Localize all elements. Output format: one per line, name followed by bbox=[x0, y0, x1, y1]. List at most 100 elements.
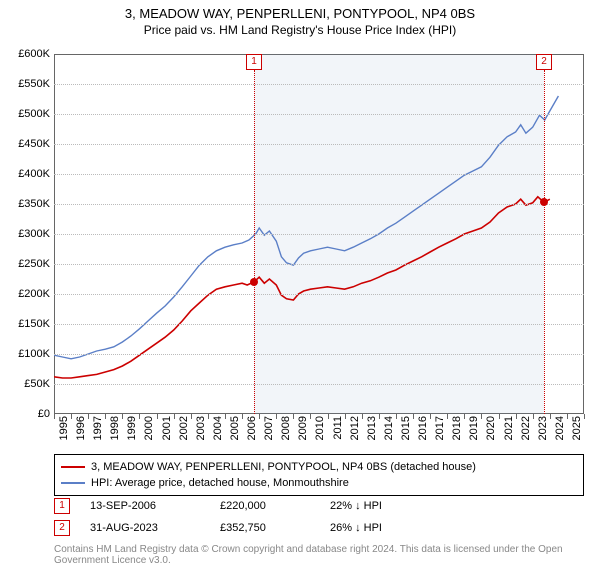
x-tick bbox=[139, 414, 140, 419]
x-tick bbox=[413, 414, 414, 419]
x-tick bbox=[379, 414, 380, 419]
x-axis-label: 2017 bbox=[434, 416, 446, 440]
x-axis-label: 2014 bbox=[383, 416, 395, 440]
x-axis-label: 2020 bbox=[485, 416, 497, 440]
chart-container: 3, MEADOW WAY, PENPERLLENI, PONTYPOOL, N… bbox=[0, 6, 600, 566]
plot-area: £0£50K£100K£150K£200K£250K£300K£350K£400… bbox=[54, 54, 584, 414]
x-tick bbox=[191, 414, 192, 419]
x-tick bbox=[464, 414, 465, 419]
x-axis-label: 2021 bbox=[503, 416, 515, 440]
x-axis-label: 1998 bbox=[109, 416, 121, 440]
x-axis-label: 1996 bbox=[75, 416, 87, 440]
footnote: Contains HM Land Registry data © Crown c… bbox=[54, 544, 600, 566]
legend-label: 3, MEADOW WAY, PENPERLLENI, PONTYPOOL, N… bbox=[91, 459, 476, 475]
marker-box: 1 bbox=[246, 54, 262, 70]
legend-swatch bbox=[61, 482, 85, 484]
annotation-row: 113-SEP-2006£220,00022% ↓ HPI bbox=[54, 498, 584, 514]
x-tick bbox=[71, 414, 72, 419]
legend-swatch bbox=[61, 466, 85, 468]
x-tick bbox=[54, 414, 55, 419]
x-axis-label: 2007 bbox=[263, 416, 275, 440]
gridline bbox=[54, 324, 584, 325]
x-axis-label: 2016 bbox=[417, 416, 429, 440]
series-price bbox=[54, 197, 550, 378]
y-axis-label: £0 bbox=[38, 408, 50, 420]
y-axis-label: £200K bbox=[18, 288, 50, 300]
x-tick bbox=[174, 414, 175, 419]
y-axis-label: £500K bbox=[18, 108, 50, 120]
x-tick bbox=[447, 414, 448, 419]
y-axis-label: £400K bbox=[18, 168, 50, 180]
gridline bbox=[54, 204, 584, 205]
gridline bbox=[54, 384, 584, 385]
legend-box: 3, MEADOW WAY, PENPERLLENI, PONTYPOOL, N… bbox=[54, 454, 584, 496]
gridline bbox=[54, 264, 584, 265]
x-tick bbox=[396, 414, 397, 419]
annotation-date: 13-SEP-2006 bbox=[90, 500, 220, 512]
x-axis-label: 2024 bbox=[554, 416, 566, 440]
x-axis-label: 2018 bbox=[451, 416, 463, 440]
x-axis-label: 2019 bbox=[468, 416, 480, 440]
marker-box: 2 bbox=[536, 54, 552, 70]
chart-subtitle: Price paid vs. HM Land Registry's House … bbox=[0, 23, 600, 37]
x-tick bbox=[122, 414, 123, 419]
marker-line bbox=[544, 70, 545, 414]
legend-label: HPI: Average price, detached house, Monm… bbox=[91, 475, 349, 491]
annotation-pct: 22% ↓ HPI bbox=[330, 500, 450, 512]
gridline bbox=[54, 114, 584, 115]
x-tick bbox=[481, 414, 482, 419]
x-axis-label: 2022 bbox=[520, 416, 532, 440]
y-axis-label: £350K bbox=[18, 198, 50, 210]
y-axis-label: £250K bbox=[18, 258, 50, 270]
x-axis-label: 2001 bbox=[161, 416, 173, 440]
x-tick bbox=[88, 414, 89, 419]
gridline bbox=[54, 174, 584, 175]
y-axis-label: £300K bbox=[18, 228, 50, 240]
x-tick bbox=[345, 414, 346, 419]
y-axis-label: £50K bbox=[24, 378, 50, 390]
annotation-price: £352,750 bbox=[220, 522, 330, 534]
marker-line bbox=[254, 70, 255, 414]
gridline bbox=[54, 144, 584, 145]
gridline bbox=[54, 354, 584, 355]
x-tick bbox=[362, 414, 363, 419]
gridline bbox=[54, 234, 584, 235]
legend-item: HPI: Average price, detached house, Monm… bbox=[61, 475, 577, 491]
annotation-pct: 26% ↓ HPI bbox=[330, 522, 450, 534]
x-axis-label: 2012 bbox=[349, 416, 361, 440]
gridline bbox=[54, 294, 584, 295]
x-tick bbox=[293, 414, 294, 419]
x-tick bbox=[584, 414, 585, 419]
x-axis-label: 2023 bbox=[537, 416, 549, 440]
x-tick bbox=[276, 414, 277, 419]
x-tick bbox=[105, 414, 106, 419]
chart-title: 3, MEADOW WAY, PENPERLLENI, PONTYPOOL, N… bbox=[0, 6, 600, 21]
x-axis-label: 2004 bbox=[212, 416, 224, 440]
x-tick bbox=[516, 414, 517, 419]
x-axis-label: 1997 bbox=[92, 416, 104, 440]
x-axis-label: 2025 bbox=[571, 416, 583, 440]
annotation-date: 31-AUG-2023 bbox=[90, 522, 220, 534]
x-tick bbox=[259, 414, 260, 419]
y-axis-label: £100K bbox=[18, 348, 50, 360]
x-axis-label: 2013 bbox=[366, 416, 378, 440]
x-tick bbox=[567, 414, 568, 419]
x-tick bbox=[499, 414, 500, 419]
x-tick bbox=[430, 414, 431, 419]
x-axis-label: 1995 bbox=[58, 416, 70, 440]
x-axis-label: 2008 bbox=[280, 416, 292, 440]
y-axis-label: £150K bbox=[18, 318, 50, 330]
y-axis-label: £600K bbox=[18, 48, 50, 60]
x-axis-label: 2003 bbox=[195, 416, 207, 440]
annotation-row: 231-AUG-2023£352,75026% ↓ HPI bbox=[54, 520, 584, 536]
annotation-marker: 1 bbox=[54, 498, 70, 514]
y-axis-label: £550K bbox=[18, 78, 50, 90]
marker-dot bbox=[250, 278, 258, 286]
y-axis-label: £450K bbox=[18, 138, 50, 150]
x-axis-label: 2002 bbox=[178, 416, 190, 440]
x-axis-label: 2010 bbox=[314, 416, 326, 440]
x-tick bbox=[550, 414, 551, 419]
marker-dot bbox=[540, 198, 548, 206]
x-axis-label: 2005 bbox=[229, 416, 241, 440]
x-axis-label: 2015 bbox=[400, 416, 412, 440]
